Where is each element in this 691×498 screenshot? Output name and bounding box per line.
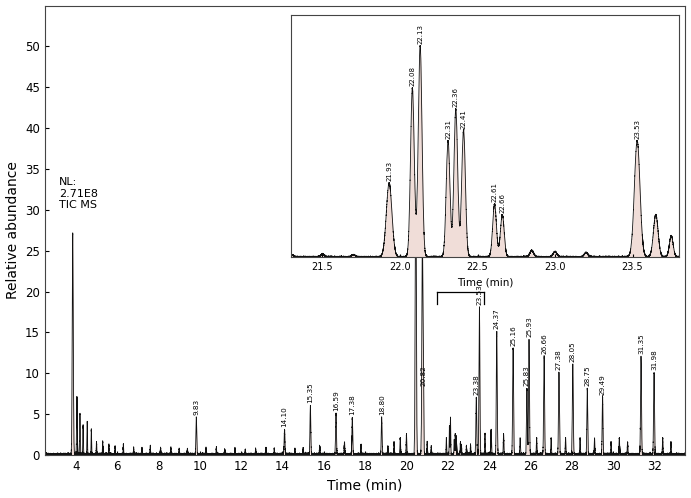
Text: 31.35: 31.35 — [638, 333, 644, 354]
X-axis label: Time (min): Time (min) — [328, 479, 403, 493]
Y-axis label: Relative abundance: Relative abundance — [6, 161, 19, 299]
Text: 28.05: 28.05 — [570, 341, 576, 362]
Text: 20.82: 20.82 — [420, 366, 426, 386]
Text: 25.93: 25.93 — [526, 317, 532, 337]
Text: 23.53: 23.53 — [476, 284, 482, 305]
Text: 15.35: 15.35 — [307, 382, 314, 403]
Text: 25.83: 25.83 — [524, 366, 530, 386]
Text: 23.38: 23.38 — [473, 374, 480, 394]
Text: 20.77: 20.77 — [419, 210, 426, 231]
Text: 20.45: 20.45 — [413, 128, 419, 149]
Text: 17.38: 17.38 — [350, 394, 355, 415]
Text: 16.59: 16.59 — [333, 390, 339, 411]
Text: 26.66: 26.66 — [541, 333, 547, 354]
Text: 18.80: 18.80 — [379, 394, 385, 415]
Text: 9.83: 9.83 — [193, 399, 199, 415]
Text: 14.10: 14.10 — [281, 406, 287, 427]
Text: 29.49: 29.49 — [600, 374, 605, 394]
Text: 31.98: 31.98 — [651, 349, 657, 370]
Text: 25.16: 25.16 — [510, 325, 516, 346]
Text: 28.75: 28.75 — [585, 366, 590, 386]
Text: 27.38: 27.38 — [556, 349, 562, 370]
Text: NL:
2.71E8
TIC MS: NL: 2.71E8 TIC MS — [59, 177, 98, 210]
Text: 24.37: 24.37 — [494, 308, 500, 329]
